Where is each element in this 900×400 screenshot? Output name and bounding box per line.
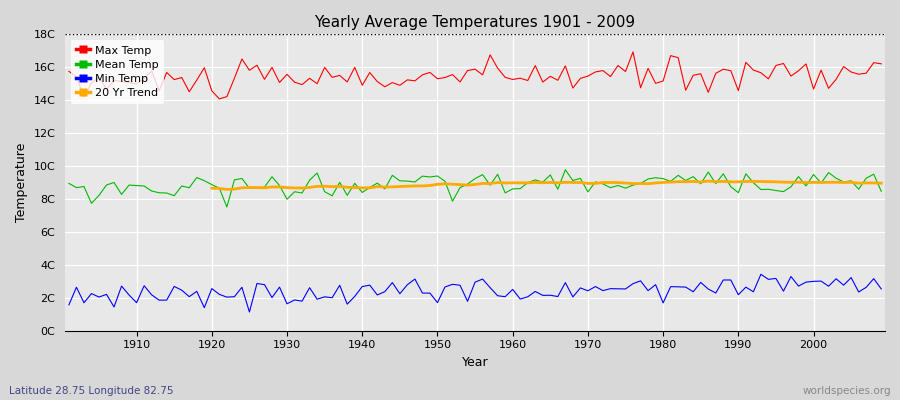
Text: worldspecies.org: worldspecies.org	[803, 386, 891, 396]
Y-axis label: Temperature: Temperature	[15, 143, 28, 222]
Title: Yearly Average Temperatures 1901 - 2009: Yearly Average Temperatures 1901 - 2009	[314, 15, 635, 30]
Text: Latitude 28.75 Longitude 82.75: Latitude 28.75 Longitude 82.75	[9, 386, 174, 396]
X-axis label: Year: Year	[462, 356, 489, 369]
Legend: Max Temp, Mean Temp, Min Temp, 20 Yr Trend: Max Temp, Mean Temp, Min Temp, 20 Yr Tre…	[71, 40, 165, 104]
